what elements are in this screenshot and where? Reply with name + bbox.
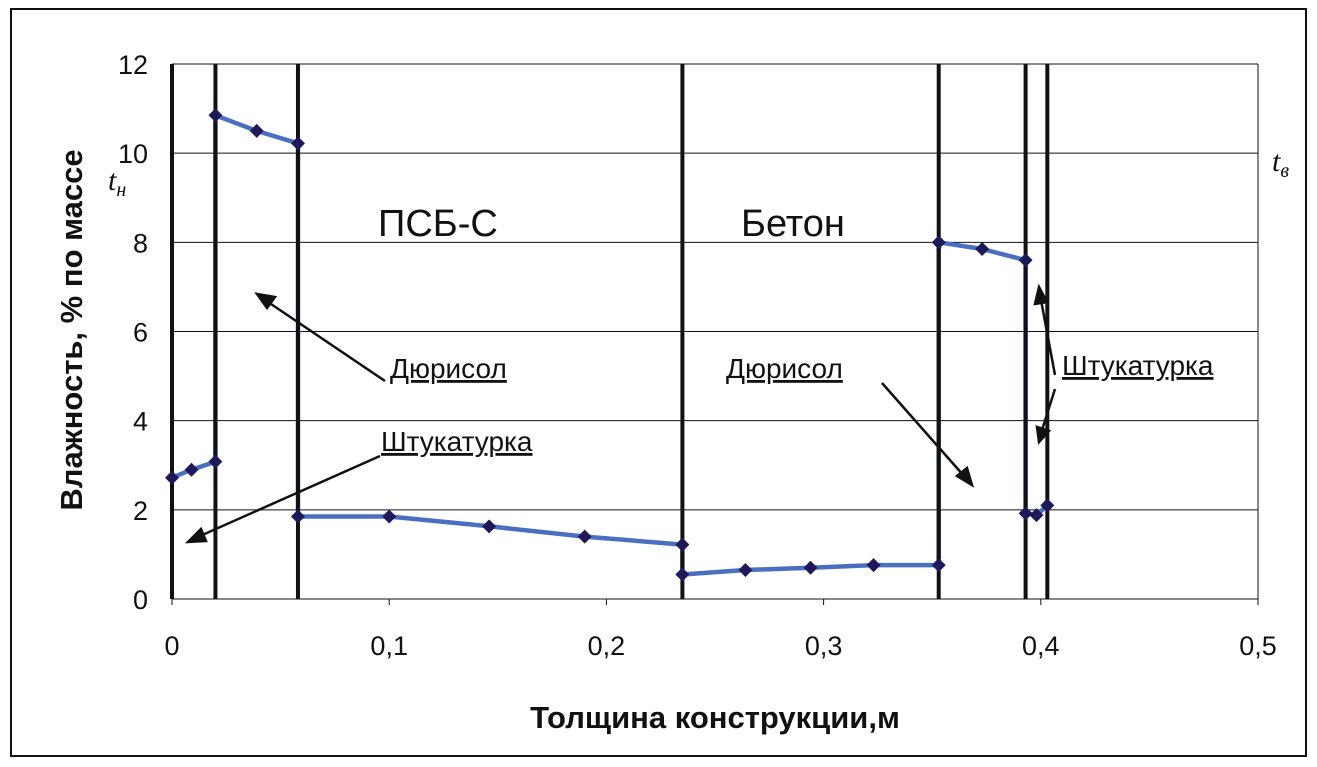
y-tick-label-0: 0	[133, 585, 148, 615]
data-point-9	[577, 529, 592, 544]
arrowhead-dyurisol-left	[254, 292, 278, 311]
series	[171, 113, 1049, 577]
arrowhead-shtukaturka-right-up	[1033, 283, 1049, 306]
x-tick-label-0,2: 0,2	[588, 631, 626, 661]
arrowhead-shtukaturka-right-down	[1035, 425, 1052, 445]
chart-frame	[10, 8, 1307, 757]
callout-dyurisol-right: Дюрисол	[726, 353, 843, 384]
data-point-8	[482, 519, 497, 534]
x-tick-label-0: 0	[164, 631, 179, 661]
callout-shtukaturka-left: Штукатурка	[381, 426, 533, 457]
callout-dyurisol-left: Дюрисол	[390, 353, 507, 384]
data-point-1	[184, 462, 199, 477]
data-point-11	[675, 567, 690, 582]
arrow-shtukaturka-right-down	[1040, 388, 1057, 431]
data-point-4	[249, 123, 264, 138]
data-point-7	[382, 509, 397, 524]
arrow-shtukaturka-right-up	[1039, 299, 1057, 376]
arrow-dyurisol-right	[881, 382, 965, 477]
data-point-6	[290, 509, 305, 524]
x-axis-title: Толщина конструкции,м	[530, 700, 900, 735]
y-tick-label-10: 10	[118, 139, 148, 169]
callout-shtukaturka-right: Штукатурка	[1062, 350, 1214, 381]
x-tick-label-0,3: 0,3	[805, 631, 843, 661]
data-point-3	[208, 108, 223, 123]
arrowhead-shtukaturka-left	[184, 526, 208, 544]
data-point-13	[803, 560, 818, 575]
material-label-psb-s: ПСБ-С	[378, 203, 498, 245]
y-tick-label-2: 2	[133, 496, 148, 526]
inner-temp-label: tв	[1272, 145, 1289, 182]
y-tick-label-8: 8	[133, 228, 148, 258]
data-point-12	[738, 563, 753, 578]
tick-labels: 0 2 4 6 8 10 12 0 0,1 0,2 0,3 0,4 0,5	[118, 50, 1277, 661]
arrow-dyurisol-left	[267, 300, 386, 383]
data-markers	[165, 108, 1055, 582]
data-point-16	[931, 235, 946, 250]
y-tick-label-6: 6	[133, 318, 148, 348]
data-point-15	[931, 558, 946, 573]
data-point-17	[975, 242, 990, 257]
x-tick-label-0,4: 0,4	[1022, 631, 1060, 661]
arrow-shtukaturka-left	[199, 454, 381, 538]
moisture-series-line	[171, 113, 1049, 577]
gridlines	[171, 63, 1259, 605]
data-point-18	[1018, 253, 1033, 268]
outer-temp-label: tн	[108, 164, 126, 201]
data-point-19	[1018, 506, 1033, 521]
data-point-20	[1029, 508, 1044, 523]
y-tick-label-12: 12	[118, 50, 148, 80]
data-point-14	[866, 558, 881, 573]
y-axis-title: Влажность, % по массе	[54, 149, 89, 510]
data-point-0	[165, 470, 179, 485]
y-tick-label-4: 4	[133, 407, 148, 437]
arrowhead-dyurisol-right	[954, 465, 975, 488]
material-label-beton: Бетон	[741, 203, 845, 245]
callout-arrows	[184, 283, 1057, 544]
data-point-2	[208, 454, 223, 469]
x-tick-label-0,1: 0,1	[370, 631, 408, 661]
data-point-10	[675, 537, 690, 552]
data-point-21	[1040, 498, 1055, 513]
x-tick-label-0,5: 0,5	[1239, 631, 1277, 661]
data-point-5	[290, 136, 305, 151]
